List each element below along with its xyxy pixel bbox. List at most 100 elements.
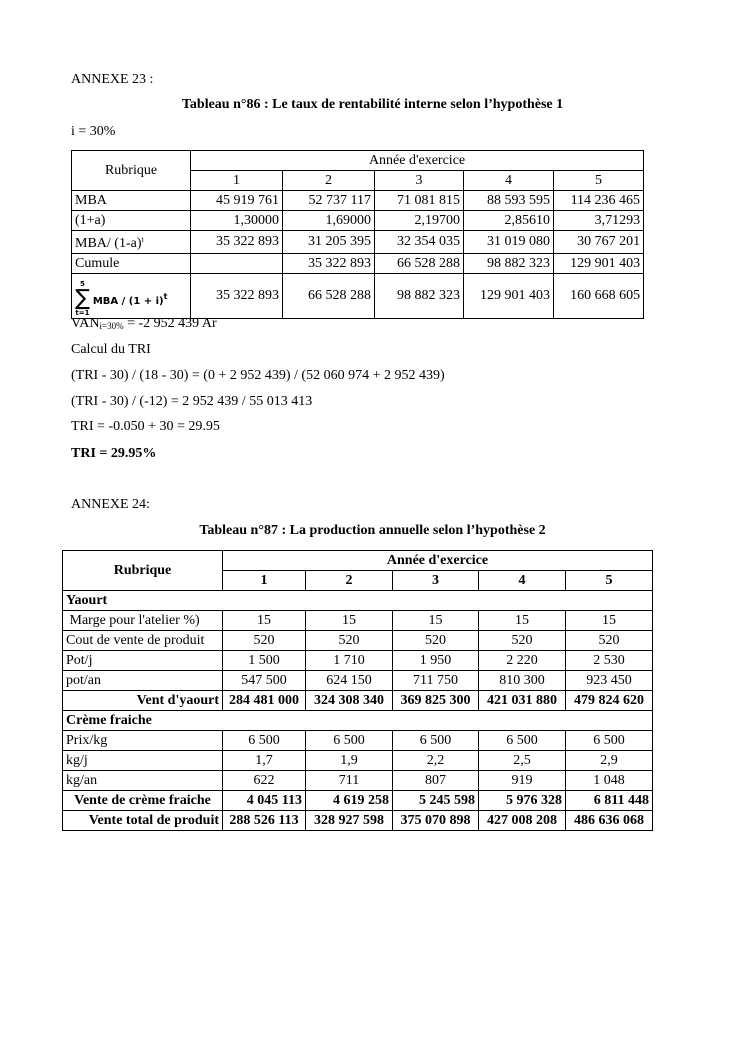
sum-formula: 5 ∑ t=1 MBA / (1 + i)t [71, 273, 191, 319]
row-label: kg/an [62, 770, 223, 791]
year-header: 2 [305, 570, 393, 591]
year-header: 5 [552, 170, 645, 191]
cell-value: 923 450 [564, 670, 654, 691]
calc-line: (TRI - 30) / (18 - 30) = (0 + 2 952 439)… [71, 368, 445, 383]
row-label: Vente total de produit [62, 810, 223, 831]
table-row: Prix/kg 6 500 6 500 6 500 6 500 6 500 [62, 730, 654, 751]
cell-value: 35 322 893 [282, 253, 375, 274]
rate-label: i = 30% [71, 124, 116, 139]
cell-value: 375 070 898 [392, 810, 479, 831]
cell-value: 427 008 208 [478, 810, 566, 831]
cell-value: 6 500 [478, 730, 566, 751]
cell-value: 6 500 [222, 730, 306, 751]
cell-value: 98 882 323 [463, 253, 554, 274]
cell-value: 31 205 395 [282, 230, 375, 254]
cell-value: 15 [478, 610, 566, 631]
row-label: Vent d'yaourt [62, 690, 223, 711]
cell-value: 2,5 [478, 750, 566, 771]
table-row: Marge pour l'atelier %) 15 15 15 15 15 [62, 610, 654, 631]
table-row: Vent d'yaourt 284 481 000 324 308 340 369 8… [62, 690, 654, 711]
cell-value: 52 737 117 [282, 190, 375, 211]
cell-value: 30 767 201 [552, 230, 645, 254]
cell-value: 520 [478, 630, 566, 651]
cell-value: 98 882 323 [374, 273, 464, 319]
cell-value: 66 528 288 [374, 253, 464, 274]
row-label: MBA/ (1-a)t [71, 230, 191, 254]
cell-value: 31 019 080 [463, 230, 554, 254]
cell-value: 15 [222, 610, 306, 631]
header-row: Rubrique Année d'exercice [71, 150, 645, 191]
cell-value: 711 [305, 770, 393, 791]
year-header: 3 [392, 570, 479, 591]
cell-value: 32 354 035 [374, 230, 464, 254]
calc-line: TRI = -0.050 + 30 = 29.95 [71, 419, 220, 434]
cell-value [190, 253, 283, 274]
year-header: 2 [282, 170, 375, 191]
table-row: kg/an 622 711 807 919 1 048 [62, 770, 654, 791]
year-group-header: Année d'exercice [221, 550, 654, 571]
row-label: Pot/j [62, 650, 223, 671]
table-86-title: Tableau n°86 : Le taux de rentabilité in… [181, 97, 564, 112]
cell-value: 3,71293 [552, 210, 645, 231]
cell-value: 2,2 [392, 750, 479, 771]
year-header: 4 [463, 170, 554, 191]
sum-row: 5 ∑ t=1 MBA / (1 + i)t 35 322 893 66 528 288 9… [71, 273, 645, 319]
cell-value: 4 619 258 [305, 790, 393, 811]
cell-value: 479 824 620 [564, 690, 654, 711]
cell-value: 284 481 000 [222, 690, 306, 711]
cell-value: 288 526 113 [222, 810, 306, 831]
section-label: Yaourt [61, 590, 654, 611]
row-label: Marge pour l'atelier %) [62, 610, 223, 631]
calc-line: (TRI - 30) / (-12) = 2 952 439 / 55 013 … [71, 394, 313, 409]
cell-value: 421 031 880 [478, 690, 566, 711]
table-row: Cout de vente de produit 520 520 520 520 520 [62, 630, 654, 651]
cell-value: 520 [305, 630, 393, 651]
cell-value: 5 245 598 [392, 790, 479, 811]
annexe-24-heading: ANNEXE 24: [71, 497, 150, 512]
row-label: (1+a) [71, 210, 191, 231]
cell-value: 1 710 [305, 650, 393, 671]
cell-value: 2,19700 [374, 210, 464, 231]
cell-value: 6 811 448 [564, 790, 654, 811]
cell-value: 35 322 893 [190, 230, 283, 254]
cell-value: 711 750 [392, 670, 479, 691]
row-label: MBA [71, 190, 191, 211]
cell-value: 129 901 403 [552, 253, 645, 274]
cell-value: 6 500 [564, 730, 654, 751]
cell-value: 328 927 598 [305, 810, 393, 831]
row-label: Prix/kg [62, 730, 223, 751]
row-label: Cumule [71, 253, 191, 274]
cell-value: 1 950 [392, 650, 479, 671]
cell-value: 88 593 595 [463, 190, 554, 211]
cell-value: 160 668 605 [552, 273, 645, 319]
table-87-title: Tableau n°87 : La production annuelle se… [199, 523, 546, 538]
cell-value: 622 [222, 770, 306, 791]
cell-value: 520 [392, 630, 479, 651]
row-label: kg/j [62, 750, 223, 771]
table-row: (1+a) 1,30000 1,69000 2,19700 2,85610 3,71293 [71, 210, 645, 231]
cell-value: 15 [305, 610, 393, 631]
cell-value: 6 500 [305, 730, 393, 751]
cell-value: 324 308 340 [305, 690, 393, 711]
cell-value: 2 530 [564, 650, 654, 671]
table-86: Rubrique Année d'exercice 1 2 3 4 5 MBA 45 919 7… [71, 150, 645, 319]
rubrique-header: Rubrique [71, 150, 191, 191]
year-group-header: Année d'exercice [189, 150, 645, 171]
section-row: Crème fraiche [61, 710, 654, 731]
cell-value: 2,9 [564, 750, 654, 771]
table-87: Rubrique Année d'exercice 1 2 3 4 5 Yaourt Marg… [61, 550, 654, 831]
row-label: pot/an [62, 670, 223, 691]
cell-value: 520 [564, 630, 654, 651]
cell-value: 1,9 [305, 750, 393, 771]
sigma-icon: 5 ∑ t=1 [75, 280, 90, 317]
cell-value: 15 [564, 610, 654, 631]
van-result: VANi=30% = -2 952 439 Ar [71, 316, 217, 331]
table-row: Vente total de produit 288 526 113 328 927… [62, 810, 654, 831]
header-row: Rubrique Année d'exercice [62, 550, 654, 591]
cell-value: 6 500 [392, 730, 479, 751]
year-header: 5 [564, 570, 654, 591]
cell-value: 45 919 761 [190, 190, 283, 211]
cell-value: 1 048 [564, 770, 654, 791]
tri-result: TRI = 29.95% [71, 446, 157, 461]
